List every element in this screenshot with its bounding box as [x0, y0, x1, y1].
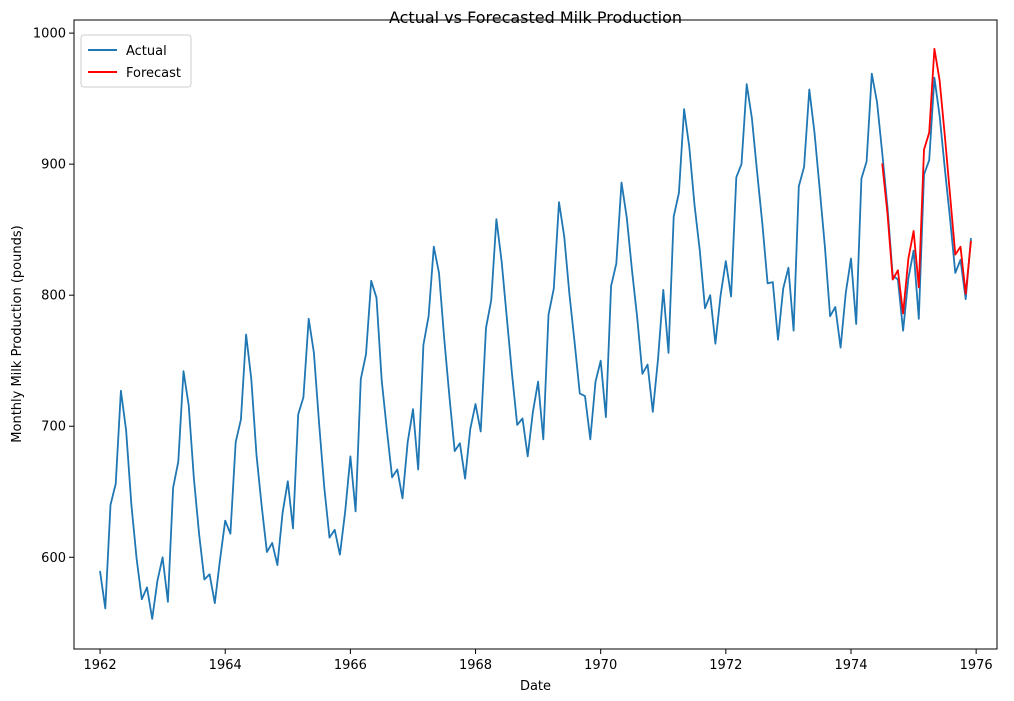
series-layer [99, 47, 972, 620]
plot-area [74, 20, 997, 649]
legend: Actual Forecast [80, 34, 192, 88]
x-tick-label: 1964 [209, 658, 242, 673]
plot-frame [73, 19, 998, 650]
legend-label-actual: Actual [126, 44, 167, 59]
y-tick-label: 600 [41, 551, 66, 566]
x-tick-label: 1976 [960, 658, 993, 673]
x-tick-label: 1968 [459, 658, 492, 673]
y-axis-title: Monthly Milk Production (pounds) [10, 225, 25, 442]
x-axis-title: Date [520, 679, 551, 694]
y-axis: 600 700 800 900 1000 [33, 27, 74, 566]
y-tick-label: 700 [41, 420, 66, 435]
x-tick-label: 1974 [834, 658, 867, 673]
series-line-forecast [881, 47, 972, 315]
legend-box [80, 34, 192, 88]
x-tick-label: 1972 [709, 658, 742, 673]
chart-title: Actual vs Forecasted Milk Production [389, 8, 682, 27]
legend-label-forecast: Forecast [126, 66, 181, 81]
y-tick-label: 800 [41, 289, 66, 304]
x-axis: 1962 1964 1966 1968 1970 1972 1974 1976 [84, 649, 993, 673]
x-tick-label: 1962 [84, 658, 117, 673]
x-tick-label: 1970 [584, 658, 617, 673]
y-tick-label: 1000 [33, 27, 66, 42]
x-tick-label: 1966 [334, 658, 367, 673]
series-line-actual [99, 72, 972, 620]
y-tick-label: 900 [41, 158, 66, 173]
